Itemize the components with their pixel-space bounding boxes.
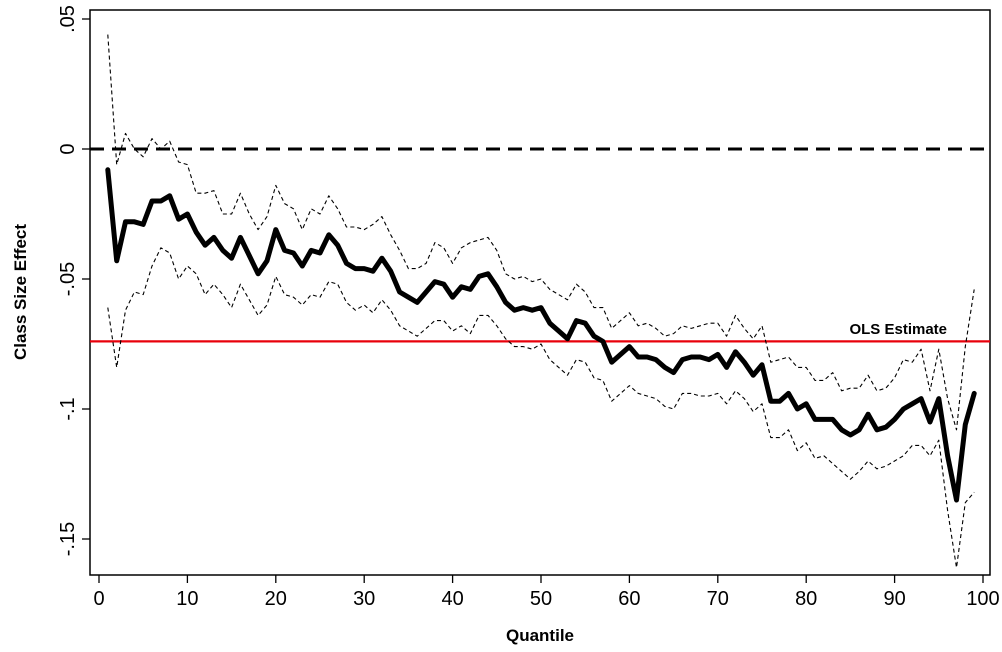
x-tick-label: 90: [883, 588, 905, 610]
x-tick-label: 50: [530, 588, 552, 610]
y-tick-label: 0: [57, 143, 79, 154]
y-tick-label: -.1: [57, 397, 79, 420]
x-tick-label: 10: [176, 588, 198, 610]
x-tick-label: 70: [707, 588, 729, 610]
y-axis-title: Class Size Effect: [11, 224, 30, 360]
x-tick-label: 40: [441, 588, 463, 610]
x-tick-label: 60: [618, 588, 640, 610]
upper-ci-line: [107, 34, 975, 431]
reference-lines: [90, 147, 990, 343]
x-tick-label: 20: [265, 588, 287, 610]
x-tick-label: 80: [795, 588, 817, 610]
ols-estimate-label: OLS Estimate: [849, 321, 947, 338]
y-tick-label: -.05: [57, 262, 79, 296]
x-axis-title: Quantile: [506, 626, 574, 645]
y-tick-label: -.15: [57, 522, 79, 556]
lower-ci-line: [107, 247, 975, 569]
x-tick-label: 30: [353, 588, 375, 610]
plot-frame: [89, 9, 991, 576]
x-tick-label: 0: [93, 588, 104, 610]
coefficient-line: [105, 167, 977, 503]
y-tick-label: .05: [57, 5, 79, 33]
series-lines: [105, 34, 977, 569]
x-tick-label: 100: [966, 588, 999, 610]
axis-ticks: 0 10 20 30 40 50 60 70 80 90 100 .05 0 -.05 -.1 -.15: [57, 5, 1000, 610]
